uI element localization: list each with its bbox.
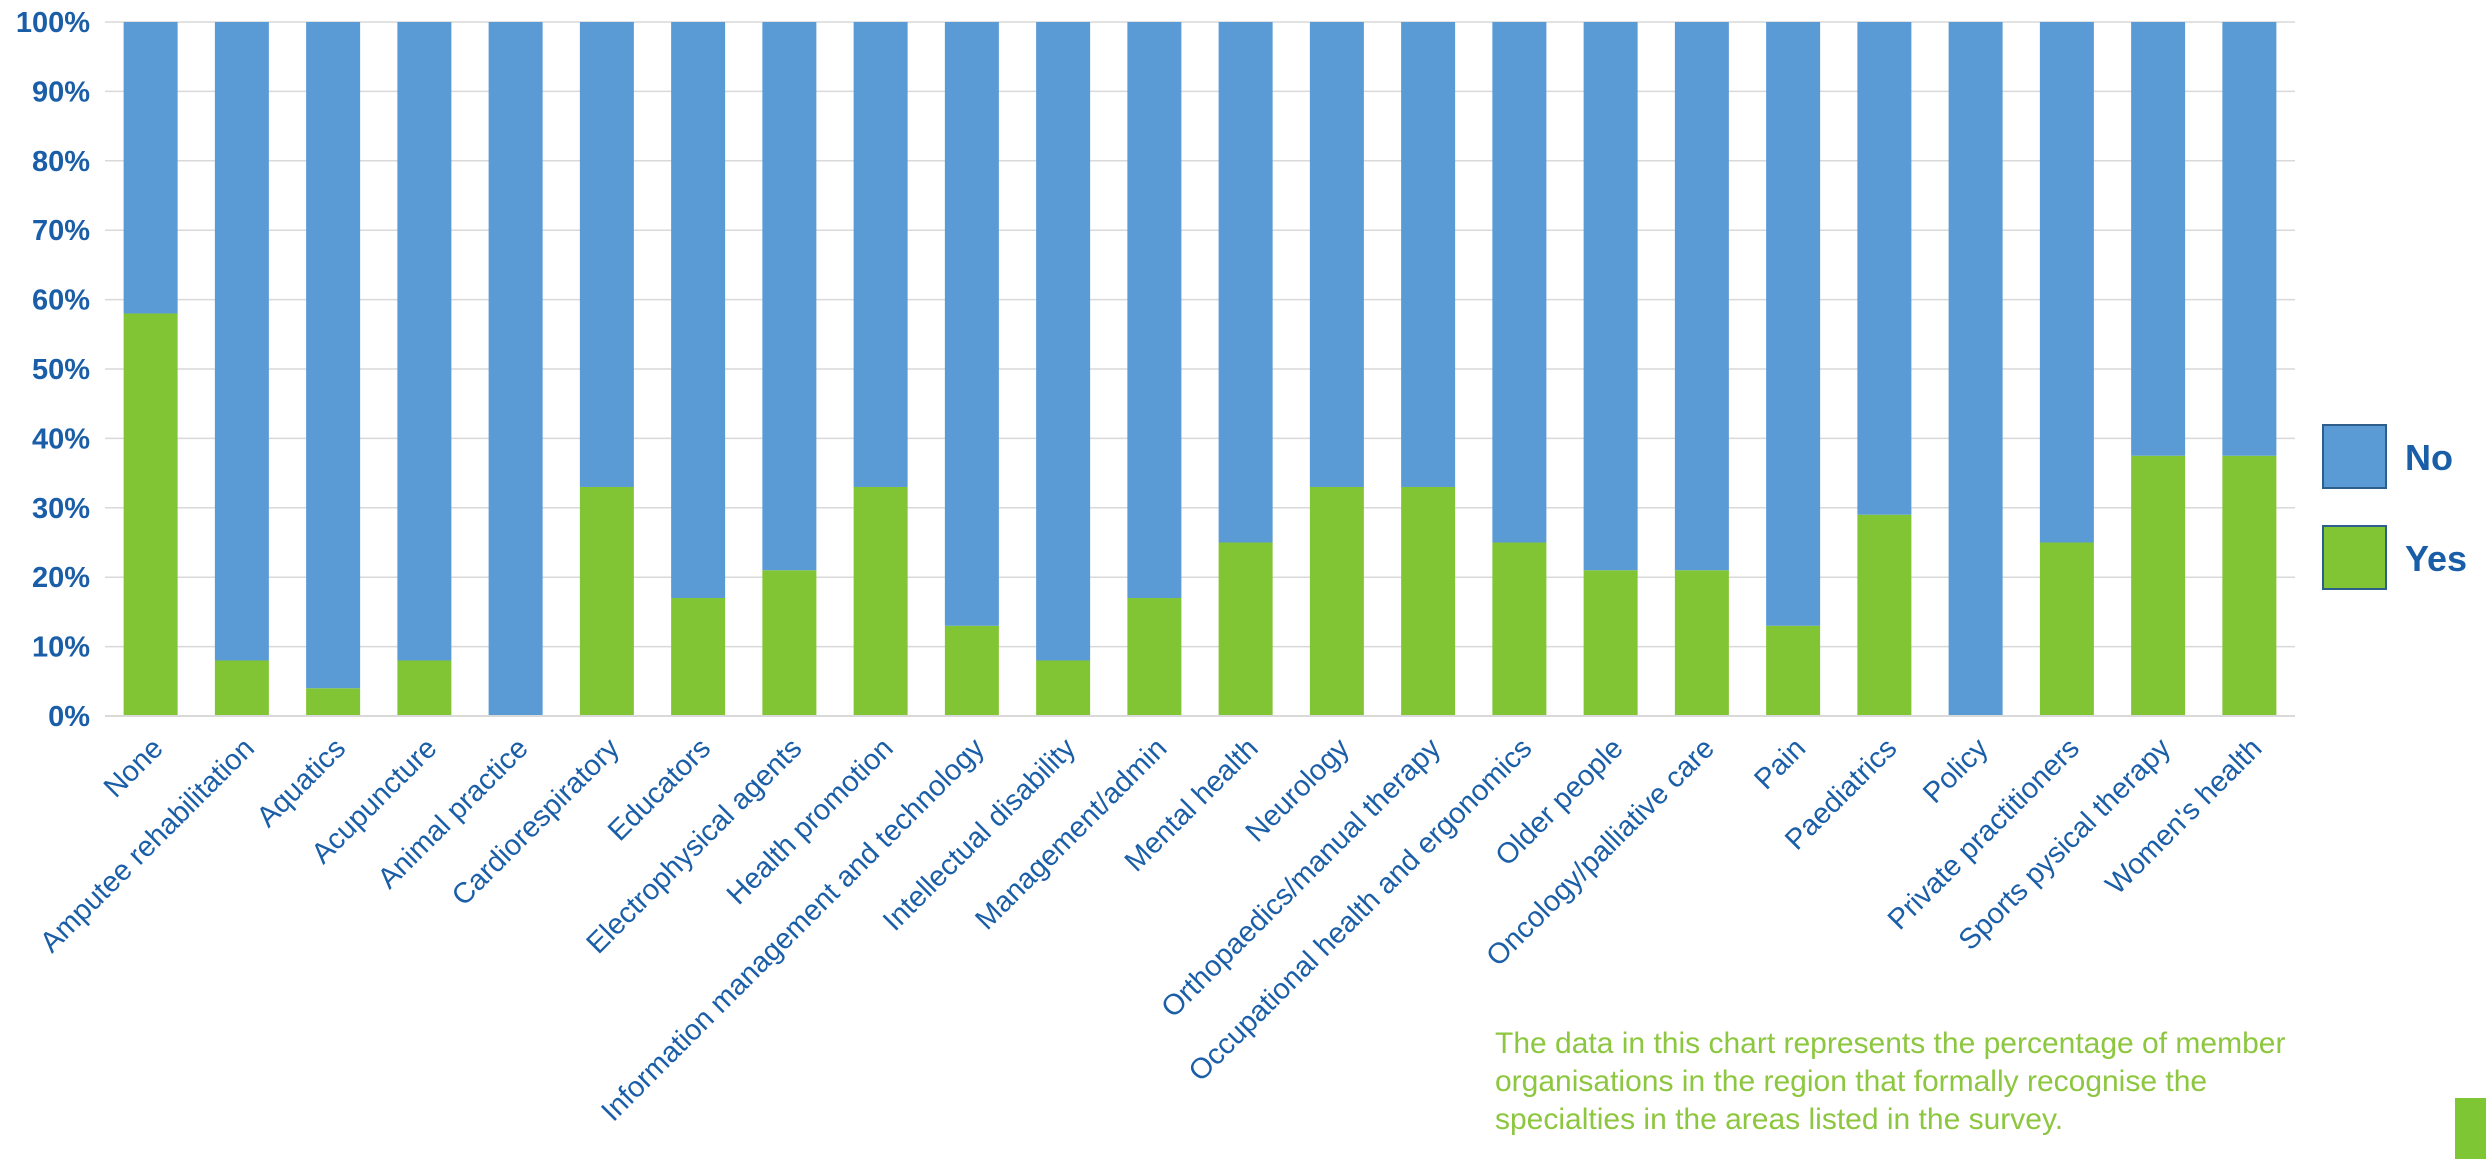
corner-accent-block [2455, 1098, 2486, 1159]
bar-no-19 [1857, 22, 1912, 515]
y-tick-label: 60% [32, 285, 90, 317]
y-tick-label: 100% [16, 7, 90, 39]
bar-no-3 [397, 22, 452, 661]
y-tick-label: 10% [32, 632, 90, 664]
bar-yes-21 [2039, 542, 2094, 716]
y-tick-label: 20% [32, 562, 90, 594]
x-tick-label: None [98, 732, 170, 804]
bar-yes-18 [1766, 625, 1821, 716]
legend-swatch-no [2322, 424, 2387, 489]
bar-yes-14 [1401, 486, 1456, 716]
y-tick-label: 80% [32, 146, 90, 178]
bar-yes-0 [123, 313, 178, 716]
bar-no-10 [1036, 22, 1091, 661]
bar-no-20 [1948, 22, 2003, 716]
bar-no-4 [488, 22, 543, 716]
bar-yes-23 [2222, 455, 2277, 716]
bar-no-13 [1309, 22, 1364, 487]
legend-swatch-yes [2322, 525, 2387, 590]
bar-yes-19 [1857, 514, 1912, 716]
bar-no-6 [671, 22, 726, 599]
bar-yes-12 [1218, 542, 1273, 716]
bar-yes-6 [671, 598, 726, 716]
bar-no-16 [1583, 22, 1638, 571]
bar-yes-3 [397, 660, 452, 716]
y-tick-label: 30% [32, 493, 90, 525]
y-tick-label: 90% [32, 76, 90, 108]
legend-label-no: No [2405, 437, 2453, 478]
bar-no-15 [1492, 22, 1547, 543]
bar-yes-11 [1127, 598, 1182, 716]
x-tick-label: Policy [1917, 732, 1995, 810]
bar-no-21 [2039, 22, 2094, 543]
x-tick-label: Women's health [2100, 732, 2269, 901]
bar-no-7 [762, 22, 817, 571]
bar-yes-2 [306, 688, 361, 716]
y-tick-label: 70% [32, 215, 90, 247]
y-tick-label: 0% [48, 701, 90, 733]
bar-yes-7 [762, 570, 817, 716]
bar-yes-22 [2131, 455, 2186, 716]
chart-footnote: The data in this chart represents the pe… [1495, 1027, 2286, 1136]
bar-yes-9 [944, 625, 999, 716]
bar-yes-16 [1583, 570, 1638, 716]
bar-yes-8 [853, 486, 908, 716]
bar-yes-15 [1492, 542, 1547, 716]
bar-yes-5 [579, 486, 634, 716]
bar-no-1 [214, 22, 269, 661]
bar-no-11 [1127, 22, 1182, 599]
bar-no-0 [123, 22, 178, 314]
bar-yes-13 [1309, 486, 1364, 716]
x-tick-label: Cardiorespiratory [446, 732, 626, 912]
y-tick-label: 40% [32, 423, 90, 455]
x-tick-label: Occupational health and ergonomics [1183, 732, 1538, 1087]
bar-no-12 [1218, 22, 1273, 543]
legend-label-yes: Yes [2405, 538, 2467, 579]
x-tick-label: Pain [1748, 732, 1812, 796]
bar-no-22 [2131, 22, 2186, 456]
bar-no-5 [579, 22, 634, 487]
bar-no-17 [1674, 22, 1729, 571]
bar-yes-10 [1036, 660, 1091, 716]
x-tick-label: Health promotion [721, 732, 900, 911]
bar-no-18 [1766, 22, 1821, 626]
bar-no-8 [853, 22, 908, 487]
bar-no-23 [2222, 22, 2277, 456]
bar-no-9 [944, 22, 999, 626]
bar-yes-1 [214, 660, 269, 716]
y-tick-label: 50% [32, 354, 90, 386]
bar-yes-17 [1674, 570, 1729, 716]
bar-no-14 [1401, 22, 1456, 487]
bar-no-2 [306, 22, 361, 689]
